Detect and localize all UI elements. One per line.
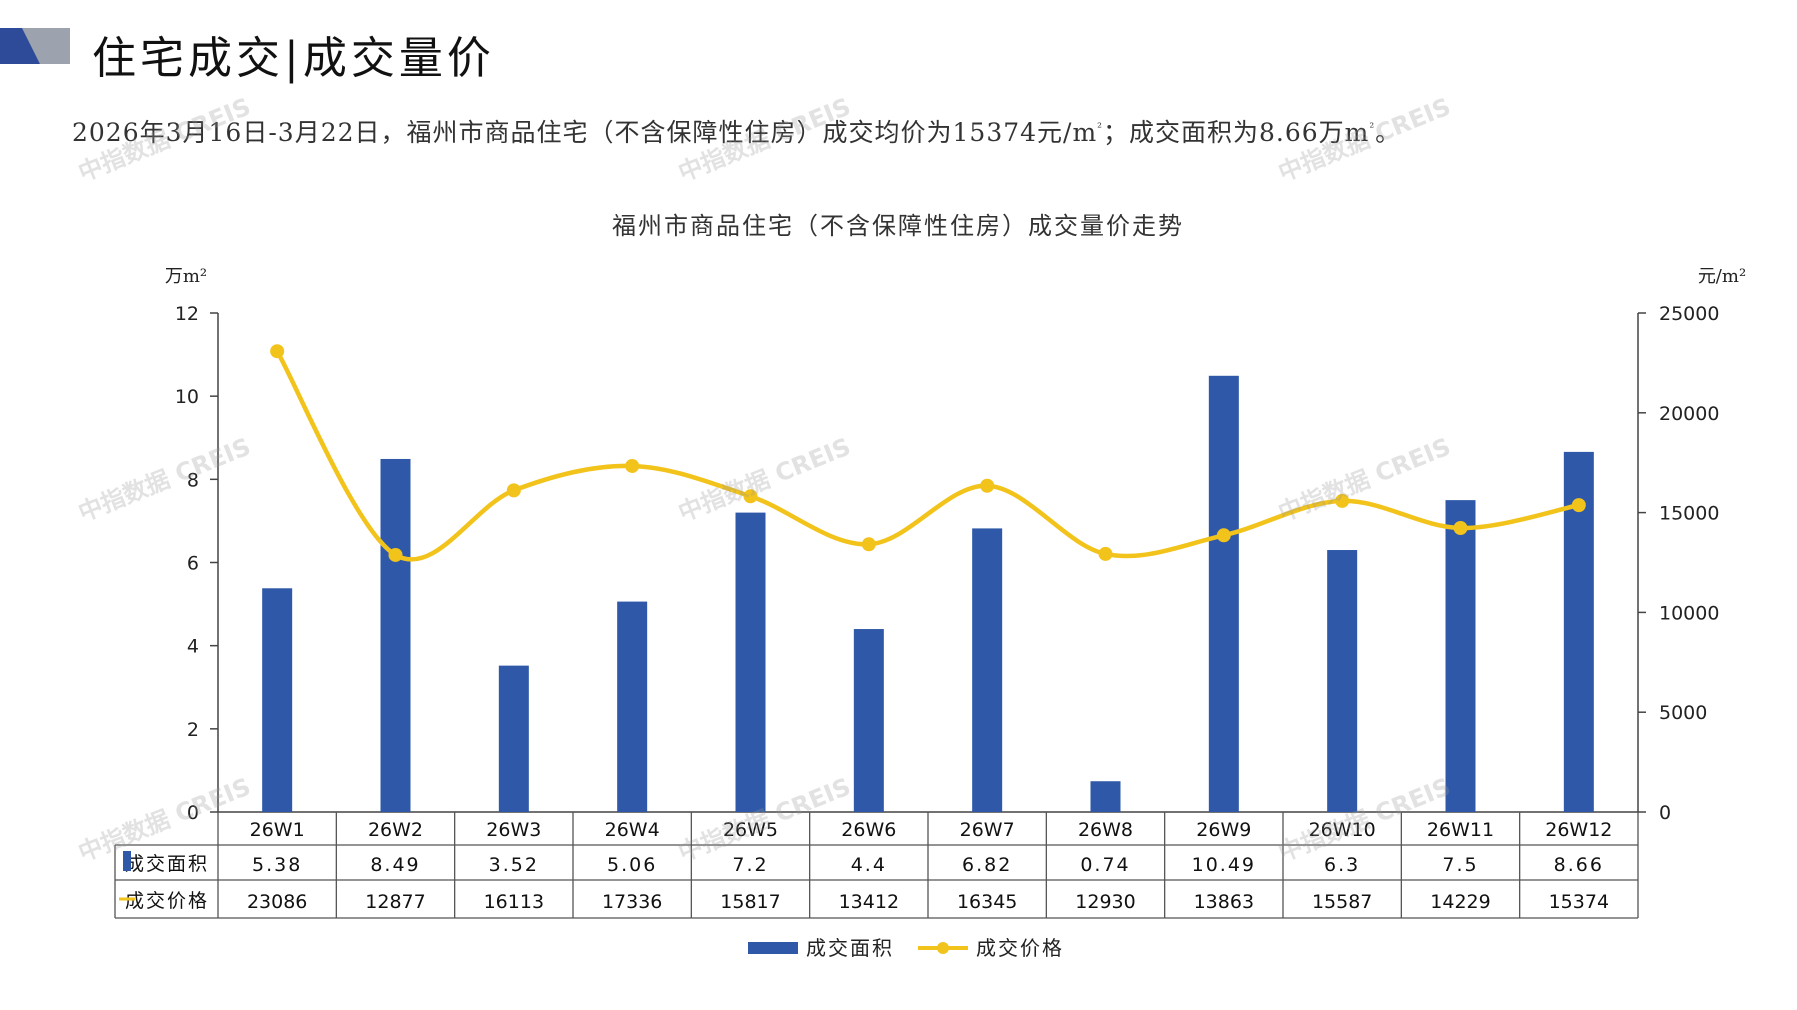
area-value-26W2: 8.49 xyxy=(370,854,420,876)
y-left-tick-label: 8 xyxy=(187,469,199,491)
price-point-26W8 xyxy=(1098,546,1113,561)
category-label-26W9: 26W9 xyxy=(1196,819,1251,841)
y-right-unit: 元/m² xyxy=(1698,266,1746,287)
price-point-26W1 xyxy=(270,344,285,359)
table-row-header-area: 成交面积 xyxy=(125,853,209,875)
price-value-26W5: 15817 xyxy=(720,891,780,913)
area-value-26W3: 3.52 xyxy=(489,854,539,876)
price-point-26W11 xyxy=(1453,520,1468,535)
summary-text-mid: ；成交面积为8.66万m xyxy=(1102,118,1370,147)
chart-legend: 成交面积 成交价格 xyxy=(748,936,1064,960)
category-label-26W12: 26W12 xyxy=(1545,819,1612,841)
bar-26W3 xyxy=(498,665,529,812)
y-right-tick-label: 20000 xyxy=(1659,403,1719,425)
area-value-26W11: 7.5 xyxy=(1442,854,1478,876)
category-label-26W4: 26W4 xyxy=(605,819,660,841)
summary-text: 2026年3月16日-3月22日，福州市商品住宅（不含保障性住房）成交均价为15… xyxy=(72,113,1401,149)
y-left-tick-label: 10 xyxy=(175,386,199,408)
price-point-26W5 xyxy=(743,489,758,504)
area-value-26W6: 4.4 xyxy=(851,854,887,876)
summary-text-post: 。 xyxy=(1375,118,1402,147)
category-label-26W5: 26W5 xyxy=(723,819,778,841)
category-label-26W2: 26W2 xyxy=(368,819,423,841)
y-right-tick-label: 15000 xyxy=(1659,503,1719,525)
area-value-26W7: 6.82 xyxy=(962,854,1012,876)
y-left-unit: 万m² xyxy=(165,266,207,287)
table-row-header-price: 成交价格 xyxy=(125,890,209,912)
bar-26W8 xyxy=(1090,781,1121,812)
category-label-26W1: 26W1 xyxy=(250,819,305,841)
price-point-26W3 xyxy=(506,483,521,498)
bar-26W11 xyxy=(1445,500,1476,812)
legend-line-label: 成交价格 xyxy=(976,936,1064,960)
price-value-26W9: 13863 xyxy=(1194,891,1254,913)
area-value-26W8: 0.74 xyxy=(1080,854,1130,876)
logo-dark-shape xyxy=(0,28,40,64)
price-value-26W6: 13412 xyxy=(839,891,899,913)
price-point-26W4 xyxy=(625,458,640,473)
price-line xyxy=(275,350,1580,562)
area-value-26W9: 10.49 xyxy=(1192,854,1256,876)
price-value-26W11: 14229 xyxy=(1430,891,1490,913)
line-series xyxy=(270,344,1586,562)
price-point-26W2 xyxy=(388,547,403,562)
y-right-tick-label: 25000 xyxy=(1659,303,1719,325)
y-right-tick-label: 0 xyxy=(1659,802,1671,824)
header-logo xyxy=(0,28,70,64)
price-value-26W8: 12930 xyxy=(1075,891,1135,913)
bar-series xyxy=(262,375,1594,812)
price-value-26W1: 23086 xyxy=(247,891,307,913)
price-point-26W7 xyxy=(980,478,995,493)
area-value-26W5: 7.2 xyxy=(732,854,768,876)
y-left-tick-label: 4 xyxy=(187,636,199,658)
legend-bar-label: 成交面积 xyxy=(806,936,894,960)
price-point-26W10 xyxy=(1335,493,1350,508)
y-right-tick-label: 5000 xyxy=(1659,702,1707,724)
y-left-tick-label: 12 xyxy=(175,303,199,325)
y-right-tick-label: 10000 xyxy=(1659,602,1719,624)
category-label-26W8: 26W8 xyxy=(1078,819,1133,841)
price-value-26W4: 17336 xyxy=(602,891,662,913)
summary-text-pre: 2026年3月16日-3月22日，福州市商品住宅（不含保障性住房）成交均价为15… xyxy=(72,118,1098,147)
price-point-26W9 xyxy=(1216,528,1231,543)
price-value-26W2: 12877 xyxy=(365,891,425,913)
price-value-26W12: 15374 xyxy=(1549,891,1609,913)
y-left-tick-label: 0 xyxy=(187,802,199,824)
bar-26W10 xyxy=(1327,550,1358,812)
price-value-26W7: 16345 xyxy=(957,891,1017,913)
bar-26W2 xyxy=(380,458,411,812)
page-title: 住宅成交|成交量价 xyxy=(92,33,495,84)
bar-26W1 xyxy=(262,588,293,812)
legend-line-marker xyxy=(937,942,949,954)
table-key-bar xyxy=(123,851,131,871)
bar-26W7 xyxy=(972,528,1003,812)
category-label-26W7: 26W7 xyxy=(960,819,1015,841)
area-value-26W10: 6.3 xyxy=(1324,854,1360,876)
y-left-tick-label: 6 xyxy=(187,553,199,575)
category-label-26W3: 26W3 xyxy=(486,819,541,841)
category-label-26W10: 26W10 xyxy=(1309,819,1376,841)
data-table: 26W1 5.38 23086 26W2 8.49 12877 26W3 3.52 16113 2… xyxy=(114,812,1639,919)
price-value-26W3: 16113 xyxy=(484,891,544,913)
legend-bar-swatch xyxy=(748,942,798,954)
logo-gray-shape xyxy=(18,28,70,64)
bar-26W6 xyxy=(853,629,884,812)
area-value-26W12: 8.66 xyxy=(1554,854,1604,876)
category-label-26W11: 26W11 xyxy=(1427,819,1494,841)
area-value-26W1: 5.38 xyxy=(252,854,302,876)
area-value-26W4: 5.06 xyxy=(607,854,657,876)
category-label-26W6: 26W6 xyxy=(841,819,896,841)
bar-26W5 xyxy=(735,512,766,812)
summary-sup-2: ² xyxy=(1369,120,1376,135)
summary-sup-1: ² xyxy=(1097,120,1103,135)
bar-26W4 xyxy=(617,601,648,812)
bar-26W9 xyxy=(1208,375,1239,812)
price-point-26W12 xyxy=(1571,498,1586,513)
y-left-tick-label: 2 xyxy=(187,719,199,741)
chart-title: 福州市商品住宅（不含保障性住房）成交量价走势 xyxy=(612,212,1184,240)
price-value-26W10: 15587 xyxy=(1312,891,1372,913)
price-point-26W6 xyxy=(861,537,876,552)
